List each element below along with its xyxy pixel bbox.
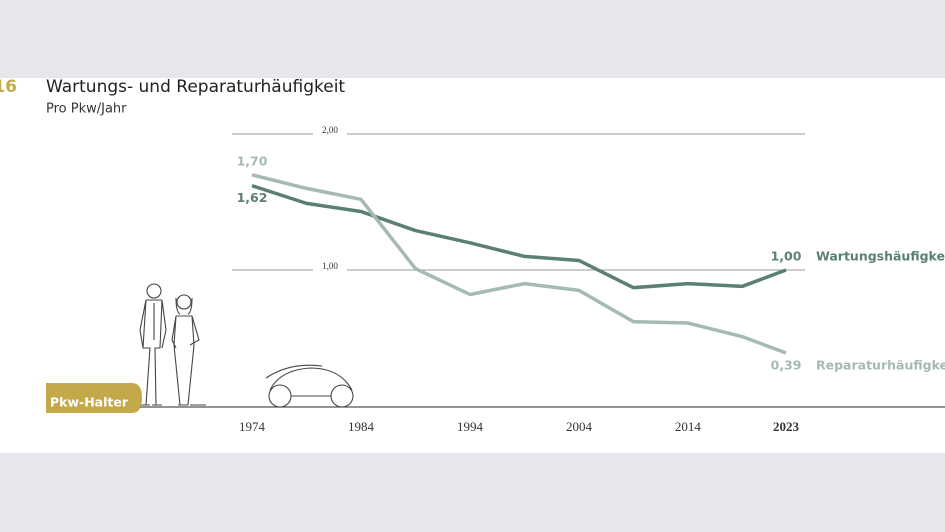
legend-label: Reparaturhäufigkeit bbox=[816, 357, 945, 372]
annotation: Pkw-Halter bbox=[50, 395, 129, 410]
value-label: 0,39 bbox=[771, 357, 802, 372]
annotation-box bbox=[46, 383, 142, 413]
chart-subtitle: Pro Pkw/Jahr bbox=[46, 102, 127, 117]
series-line bbox=[251, 184, 787, 290]
y-tick-label: 2,00 bbox=[322, 125, 338, 135]
value-label: 1,00 bbox=[771, 249, 802, 264]
x-tick-label: 2004 bbox=[566, 419, 593, 434]
x-tick-label: 1994 bbox=[457, 419, 484, 434]
y-tick-label: 1,00 bbox=[322, 261, 338, 271]
figure-number: 16 bbox=[0, 77, 17, 97]
x-tick-label: 1974 bbox=[239, 419, 266, 434]
panel bbox=[0, 78, 945, 453]
x-tick-label: 2014 bbox=[675, 419, 702, 434]
legend-label: Wartungshäufigkeit bbox=[816, 249, 945, 264]
x-tick-label: 2023 bbox=[773, 419, 800, 434]
value-label: 1,70 bbox=[237, 153, 268, 168]
x-tick-label: 1984 bbox=[348, 419, 375, 434]
value-label: 1,62 bbox=[237, 190, 268, 205]
chart-title: Wartungs- und Reparaturhäufigkeit bbox=[46, 77, 345, 97]
series-line bbox=[251, 173, 787, 355]
people-illustration bbox=[139, 283, 206, 406]
car-illustration bbox=[265, 364, 354, 408]
